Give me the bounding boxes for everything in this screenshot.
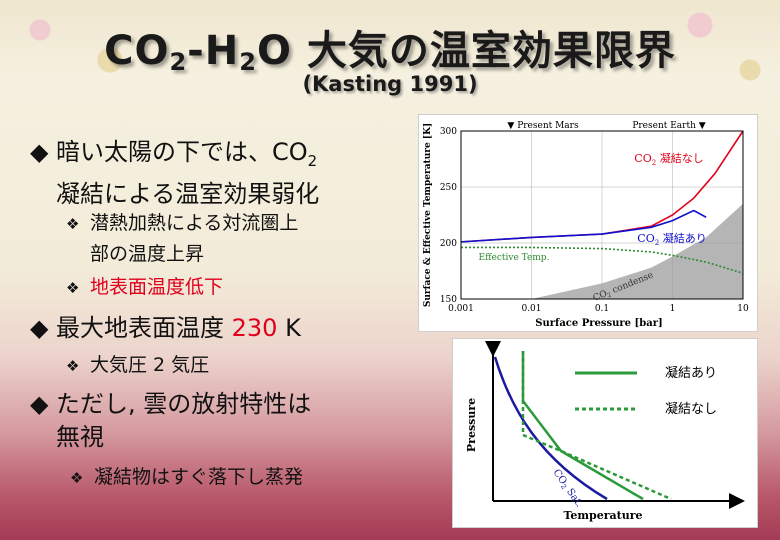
temperature-axis-label: Temperature xyxy=(563,509,642,522)
series-label-with-condensation: CO2 凝結あり xyxy=(637,231,706,247)
bullet-cloud-ignored: ◆ ただし, 雲の放射特性は 無視 xyxy=(30,390,312,451)
legend-label-with-condensation: 凝結あり xyxy=(665,365,717,381)
pressure-temperature-schematic-panel: Pressure Temperature CO2 Sat. 凝結あり 凝結なし xyxy=(452,338,758,528)
legend-label-without-condensation: 凝結なし xyxy=(665,401,717,417)
decorative-header-band xyxy=(0,0,780,86)
y-tick-label: 150 xyxy=(440,295,457,305)
x-axis-label: Surface Pressure [bar] xyxy=(535,318,662,329)
marker-present-mars: ▼ Present Mars xyxy=(507,121,579,131)
series-label-effective-temp: Effective Temp. xyxy=(479,253,550,263)
clover-bullet-icon: ❖ xyxy=(66,279,80,297)
bullet-max-temp: ◆ 最大地表面温度 230 K xyxy=(30,312,301,345)
series-label-no-condensation: CO2 凝結なし xyxy=(634,151,703,167)
diamond-bullet-icon: ◆ xyxy=(30,314,49,342)
chart-frame xyxy=(460,130,744,300)
y-tick-label: 250 xyxy=(440,183,457,193)
temperature-pressure-chart: 150 200 250 300 0.001 0.01 0.1 1 10 Surface Pres… xyxy=(423,121,749,329)
slide-subtitle: (Kasting 1991) xyxy=(302,72,478,96)
marker-present-earth: Present Earth ▼ xyxy=(632,121,705,131)
profile-without-condensation xyxy=(521,351,672,501)
diamond-bullet-icon: ◆ xyxy=(30,390,49,418)
y-axis-label: Surface & Effective Temperature [K] xyxy=(423,123,433,307)
pressure-axis-label: Pressure xyxy=(465,398,478,452)
clover-bullet-icon: ❖ xyxy=(66,215,80,233)
temperature-pressure-chart-panel: 150 200 250 300 0.001 0.01 0.1 1 10 Surface Pres… xyxy=(418,114,758,332)
co2-saturation-label: CO2 Sat. xyxy=(550,467,585,510)
y-tick-label: 300 xyxy=(440,127,457,137)
series-line-1 xyxy=(460,209,707,243)
sub-bullet-condensate: ❖ 凝結物はすぐ落下し蒸発 xyxy=(70,462,303,493)
clover-bullet-icon: ❖ xyxy=(66,357,80,375)
clover-bullet-icon: ❖ xyxy=(70,469,84,487)
sub-bullet-surface-temp-drop: ❖ 地表面温度低下 xyxy=(66,272,223,303)
co2-saturation-curve xyxy=(493,356,608,501)
x-tick-label: 0.01 xyxy=(521,304,541,314)
sub-bullet-latent-heat: ❖ 潜熱加熱による対流圏上 部の温度上昇 xyxy=(66,208,298,269)
diamond-bullet-icon: ◆ xyxy=(30,138,49,166)
x-tick-label: 10 xyxy=(737,304,749,314)
bullet-dark-sun: ◆ 暗い太陽の下では、CO2 凝結による温室効果弱化 xyxy=(30,138,320,208)
x-tick-label: 0.001 xyxy=(448,304,474,314)
y-tick-label: 200 xyxy=(440,239,457,249)
x-tick-label: 1 xyxy=(670,304,676,314)
pressure-temperature-schematic: Pressure Temperature CO2 Sat. 凝結あり 凝結なし xyxy=(465,341,745,522)
sub-bullet-pressure: ❖ 大気圧 2 気圧 xyxy=(66,350,209,381)
x-tick-label: 0.1 xyxy=(595,304,609,314)
slide-title: CO2-H2O 大気の温室効果限界 xyxy=(104,28,676,76)
